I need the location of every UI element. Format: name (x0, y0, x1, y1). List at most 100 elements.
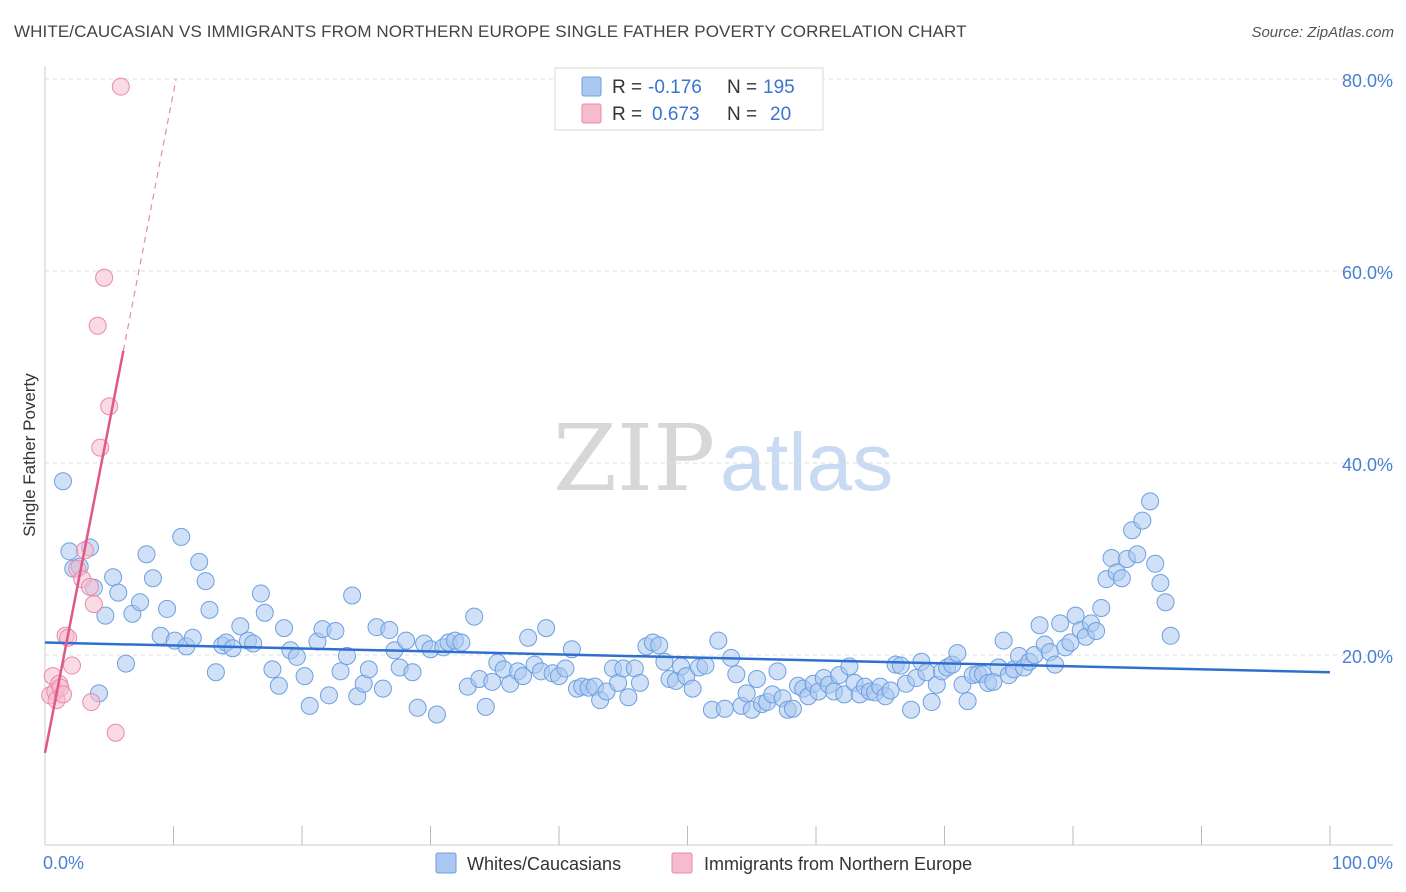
immigrants-point (62, 656, 81, 675)
whites-point (200, 600, 219, 619)
immigrants-point (53, 685, 72, 704)
whites-trend-line (44, 641, 1331, 674)
whites-point (476, 697, 495, 716)
whites-point (1112, 569, 1131, 588)
immigrants-point (106, 723, 125, 742)
whites-point (427, 705, 446, 724)
y-axis-title: Single Father Poverty (20, 373, 39, 537)
whites-point (1030, 616, 1049, 635)
whites-point (319, 686, 338, 705)
immigrants-point (80, 577, 99, 596)
whites-point (1092, 598, 1111, 617)
whites-point (1161, 626, 1180, 645)
whites-point (196, 572, 215, 591)
immigrants-point (111, 77, 130, 96)
whites-point (403, 663, 422, 682)
series-whites-points (53, 472, 1180, 724)
whites-point (683, 679, 702, 698)
whites-point (263, 660, 282, 679)
whites-point (183, 628, 202, 647)
legend-n-label-1: N = (727, 77, 757, 98)
whites-point (137, 545, 156, 564)
whites-point (465, 607, 484, 626)
bottom-legend-label-whites: Whites/Caucasians (467, 854, 621, 874)
whites-point (881, 681, 900, 700)
whites-point (709, 631, 728, 650)
bottom-legend-label-immigrants: Immigrants from Northern Europe (704, 854, 972, 874)
immigrants-point (95, 268, 114, 287)
whites-point (116, 654, 135, 673)
whites-point (514, 667, 533, 686)
whites-point (891, 656, 910, 675)
whites-point (380, 621, 399, 640)
x-tick-label-max: 100.0% (1332, 853, 1393, 873)
whites-point (359, 660, 378, 679)
immigrants-point (100, 397, 119, 416)
whites-point (452, 633, 471, 652)
chart-title: WHITE/CAUCASIAN VS IMMIGRANTS FROM NORTH… (14, 22, 967, 41)
whites-point (768, 662, 787, 681)
whites-point (1051, 614, 1070, 633)
whites-point (650, 636, 669, 655)
whites-point (295, 667, 314, 686)
whites-point (715, 699, 734, 718)
legend-swatch-immigrants (581, 103, 602, 124)
whites-point (96, 606, 115, 625)
legend-r-label-2: R = (612, 104, 642, 125)
whites-point (131, 593, 150, 612)
watermark-zip: ZIP (553, 405, 715, 512)
y-tick-label: 80.0% (1342, 71, 1393, 91)
whites-point (1146, 554, 1165, 573)
y-tick-label: 20.0% (1342, 647, 1393, 667)
whites-point (373, 679, 392, 698)
source-label: Source: ZipAtlas.com (1251, 24, 1394, 41)
legend-r-value-1: -0.176 (648, 77, 702, 98)
whites-point (619, 688, 638, 707)
whites-point (1141, 492, 1160, 511)
legend-swatch-whites (581, 76, 602, 97)
whites-point (223, 639, 242, 658)
whites-point (630, 673, 649, 692)
whites-point (1087, 622, 1106, 640)
immigrants-trend-extension (122, 78, 177, 351)
whites-point (206, 663, 225, 682)
whites-point (948, 644, 967, 663)
whites-point (1061, 633, 1080, 652)
whites-point (331, 662, 350, 681)
whites-point (408, 698, 427, 717)
whites-point (300, 696, 319, 715)
whites-point (747, 670, 766, 688)
legend: R = -0.176 N = 195 R = 0.673 N = 20 (554, 67, 824, 131)
immigrants-point (88, 316, 107, 335)
whites-point (269, 676, 288, 695)
immigrants-point (82, 693, 101, 712)
y-tick-label: 40.0% (1342, 455, 1393, 475)
whites-point (1151, 574, 1170, 592)
legend-n-label-2: N = (727, 104, 757, 125)
whites-point (244, 634, 263, 653)
whites-point (994, 631, 1013, 650)
whites-point (519, 628, 538, 647)
y-tick-label: 60.0% (1342, 263, 1393, 283)
legend-n-value-1: 195 (763, 77, 795, 98)
whites-point (958, 692, 977, 711)
whites-point (172, 527, 191, 546)
whites-point (143, 569, 162, 588)
legend-r-value-2: 0.673 (652, 104, 700, 125)
legend-n-value-2: 20 (770, 104, 791, 125)
whites-point (1156, 593, 1175, 612)
whites-point (397, 631, 416, 650)
whites-point (902, 700, 921, 719)
bottom-legend-swatch-whites (435, 852, 457, 874)
whites-point (275, 619, 294, 638)
whites-point (737, 684, 756, 703)
whites-point (537, 619, 556, 638)
whites-point (287, 647, 306, 666)
whites-point (483, 672, 502, 691)
bottom-legend-swatch-immigrants (671, 852, 693, 874)
immigrants-trend-line (43, 350, 125, 754)
whites-point (696, 656, 715, 675)
whites-point (1133, 511, 1152, 530)
whites-point (326, 622, 345, 640)
